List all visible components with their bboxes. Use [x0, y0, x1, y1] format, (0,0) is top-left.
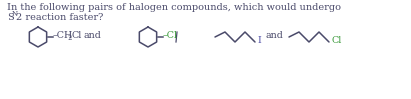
Text: In the following pairs of halogen compounds, which would undergo: In the following pairs of halogen compou… [7, 3, 341, 12]
Text: –Cl: –Cl [163, 31, 178, 40]
Text: N: N [12, 10, 18, 19]
Text: 2: 2 [67, 34, 72, 42]
Text: and: and [83, 31, 101, 40]
Text: and: and [265, 31, 283, 40]
Text: Cl: Cl [331, 36, 342, 45]
Text: I: I [257, 36, 261, 45]
Text: S: S [7, 13, 14, 22]
Text: 2 reaction faster?: 2 reaction faster? [16, 13, 103, 22]
Text: –CH: –CH [53, 31, 73, 40]
Text: Cl: Cl [71, 31, 81, 40]
